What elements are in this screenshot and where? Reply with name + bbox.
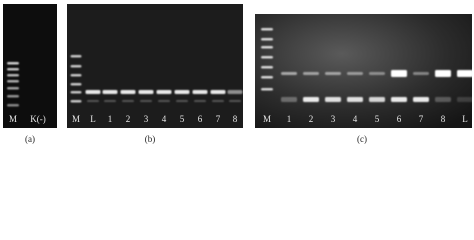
- band: [325, 72, 341, 75]
- lane-label: L: [462, 114, 468, 124]
- lane-label: 2: [309, 114, 314, 124]
- bands: [7, 28, 473, 107]
- band: [261, 66, 273, 69]
- band: [7, 104, 19, 107]
- band: [140, 100, 152, 102]
- lane-label: K(-): [30, 114, 46, 124]
- lane-label: 6: [198, 114, 203, 124]
- lane-label: 5: [375, 114, 380, 124]
- panel-caption: (a): [25, 134, 35, 144]
- band: [212, 100, 224, 102]
- lane-label: 8: [233, 114, 238, 124]
- band: [120, 90, 136, 94]
- band: [176, 100, 188, 102]
- band: [87, 100, 99, 102]
- band: [104, 100, 116, 102]
- gel-b: [67, 4, 243, 128]
- band: [229, 100, 241, 102]
- band: [413, 97, 429, 102]
- labels: M K(-)(a)M L 1 2 3 4 5 6 7 8(b)M 1 2 3 4 5 6 7 8 L(c): [9, 114, 468, 144]
- lane-label: 6: [397, 114, 402, 124]
- band: [7, 80, 19, 83]
- band: [261, 38, 273, 41]
- band: [210, 90, 226, 94]
- lane-label: 3: [144, 114, 149, 124]
- band: [70, 100, 82, 103]
- band: [261, 76, 273, 79]
- band: [261, 88, 273, 91]
- lane-label: 2: [126, 114, 131, 124]
- lane-label: L: [90, 114, 96, 124]
- band: [7, 68, 19, 71]
- band: [281, 97, 297, 102]
- band: [70, 91, 82, 94]
- band: [303, 72, 319, 75]
- band: [174, 90, 190, 94]
- band: [281, 72, 297, 75]
- lane-label: 1: [108, 114, 113, 124]
- band: [325, 97, 341, 102]
- lane-label: 4: [162, 114, 167, 124]
- lane-label: 7: [419, 114, 424, 124]
- lane-label: 5: [180, 114, 185, 124]
- band: [122, 100, 134, 102]
- band: [261, 28, 273, 31]
- band: [227, 90, 243, 94]
- band: [457, 97, 473, 102]
- band: [303, 97, 319, 102]
- band: [7, 95, 19, 98]
- band: [435, 97, 451, 102]
- band: [194, 100, 206, 102]
- lane-label: 4: [353, 114, 358, 124]
- band: [347, 72, 363, 75]
- band: [7, 62, 19, 65]
- band: [261, 56, 273, 59]
- band: [413, 72, 429, 75]
- band: [102, 90, 118, 94]
- lane-label: M: [263, 114, 271, 124]
- band: [391, 97, 407, 102]
- band: [138, 90, 154, 94]
- band: [192, 90, 208, 94]
- lane-label: 7: [216, 114, 221, 124]
- band: [435, 70, 451, 77]
- band: [70, 83, 82, 86]
- band: [156, 90, 172, 94]
- lane-label: 1: [287, 114, 292, 124]
- band: [158, 100, 170, 102]
- band: [70, 74, 82, 77]
- band: [7, 87, 19, 90]
- figure: M K(-)(a)M L 1 2 3 4 5 6 7 8(b)M 1 2 3 4 5 6 7 8 L(c): [3, 4, 473, 144]
- lane-label: 8: [441, 114, 446, 124]
- band: [85, 90, 101, 94]
- band: [391, 70, 407, 77]
- band: [369, 97, 385, 102]
- band: [457, 70, 473, 77]
- lane-label: 3: [331, 114, 336, 124]
- gel-a: [3, 4, 57, 128]
- band: [7, 74, 19, 77]
- panel-caption: (b): [145, 134, 156, 144]
- band: [347, 97, 363, 102]
- lane-label: M: [9, 114, 17, 124]
- band: [70, 65, 82, 68]
- band: [261, 46, 273, 49]
- lane-label: M: [72, 114, 80, 124]
- band: [369, 72, 385, 75]
- panel-caption: (c): [357, 134, 367, 144]
- band: [70, 55, 82, 58]
